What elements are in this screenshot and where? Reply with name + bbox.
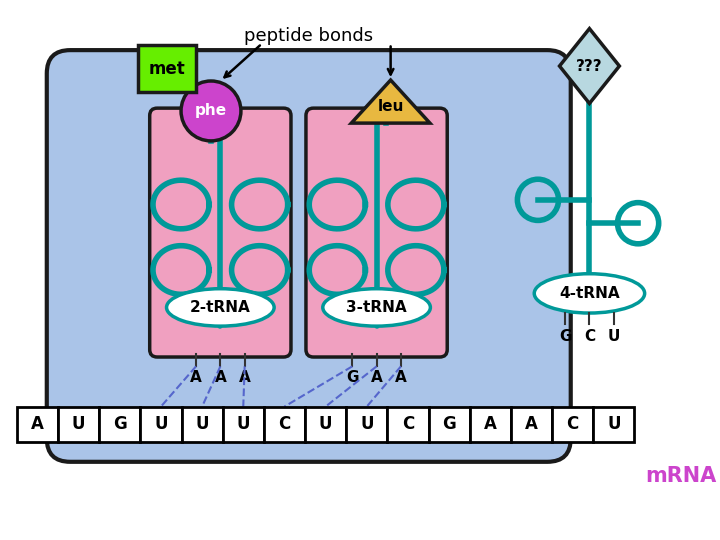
Bar [99,407,140,442]
FancyBboxPatch shape [306,108,447,357]
Text: A: A [215,370,226,385]
Text: 4-tRNA: 4-tRNA [559,286,620,301]
Text: G: G [442,415,456,434]
Bar [138,45,197,92]
Text: A: A [484,415,497,434]
Text: U: U [236,415,250,434]
Text: A: A [395,370,407,385]
Bar [593,407,634,442]
FancyBboxPatch shape [47,50,571,462]
Bar [58,407,99,442]
Circle shape [181,81,241,141]
Text: U: U [319,415,333,434]
Bar [140,407,181,442]
Bar [552,407,593,442]
Bar [511,407,552,442]
Bar [387,407,428,442]
Text: phe: phe [195,104,227,118]
Text: U: U [360,415,374,434]
Text: C: C [402,415,414,434]
Polygon shape [559,29,619,104]
Text: A: A [525,415,538,434]
Bar [469,407,511,442]
Text: G: G [113,415,127,434]
Bar [17,407,58,442]
Text: U: U [607,415,621,434]
Text: A: A [190,370,202,385]
Text: A: A [31,415,44,434]
Text: met: met [149,60,186,78]
Bar [222,407,264,442]
Text: G: G [559,329,572,344]
Text: A: A [239,370,251,385]
Text: C: C [279,415,291,434]
Text: A: A [371,370,382,385]
Text: C: C [567,415,579,434]
Text: U: U [72,415,86,434]
Bar [428,407,469,442]
Text: 2-tRNA: 2-tRNA [190,300,251,315]
Text: ???: ??? [576,58,603,73]
Text: U: U [608,329,620,344]
Ellipse shape [166,289,274,326]
Text: G: G [346,370,359,385]
Ellipse shape [323,289,431,326]
Text: C: C [584,329,595,344]
Ellipse shape [534,274,644,313]
Text: 3-tRNA: 3-tRNA [346,300,407,315]
Text: peptide bonds: peptide bonds [244,27,373,45]
Text: mRNA: mRNA [646,466,717,486]
Polygon shape [351,80,430,123]
FancyBboxPatch shape [150,108,291,357]
Text: leu: leu [377,99,404,114]
Text: U: U [195,415,209,434]
Bar [181,407,222,442]
Bar [264,407,305,442]
Bar [305,407,346,442]
Text: U: U [154,415,168,434]
Bar [346,407,387,442]
